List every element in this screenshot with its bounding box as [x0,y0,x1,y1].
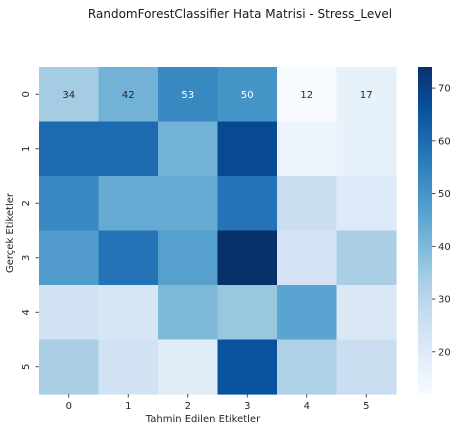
heatmap-cell [336,339,397,395]
chart-title: RandomForestClassifier Hata Matrisi - St… [88,7,392,21]
heatmap-cell [217,121,278,177]
heatmap-cell [217,176,278,232]
cell-value-label: 17 [360,90,373,101]
x-axis-label: Tahmin Edilen Etiketler [145,414,261,425]
heatmap-cell [277,230,338,286]
heatmap-cell [336,67,397,123]
heatmap-cell [39,230,100,286]
y-axis-ticks: 0 1 2 3 4 5 [21,91,39,370]
heatmap-cell [98,67,159,123]
x-tick-label: 1 [125,401,131,412]
heatmap-cell [217,285,278,341]
heatmap-cell [39,176,100,232]
x-axis-ticks: 0 1 2 3 4 5 [66,394,369,412]
heatmap-cell [217,67,278,123]
colorbar-tick-label: 60 [438,136,451,147]
y-tick-label: 5 [21,364,32,370]
colorbar-tick-label: 30 [438,295,451,306]
y-tick-label: 3 [21,255,32,261]
heatmap-cell [98,285,159,341]
colorbar-tick-label: 20 [438,347,451,358]
heatmap-cells: 34 42 53 50 12 17 [39,67,397,395]
y-tick-label: 1 [21,146,32,152]
heatmap-cell [277,285,338,341]
colorbar-tick-label: 50 [438,189,451,200]
y-tick-label: 0 [21,91,32,97]
heatmap-cell [98,230,159,286]
heatmap-cell [158,339,219,395]
heatmap-cell [158,121,219,177]
heatmap-cell [336,285,397,341]
heatmap-cell [39,121,100,177]
heatmap-cell [39,339,100,395]
cell-value-label: 12 [300,90,313,101]
colorbar-ticks: 20 30 40 50 60 70 [432,84,451,358]
heatmap-cell [277,339,338,395]
x-tick-label: 5 [363,401,369,412]
x-tick-label: 3 [244,401,250,412]
x-tick-label: 0 [66,401,72,412]
heatmap-cell [98,339,159,395]
colorbar [418,67,432,394]
colorbar-tick-label: 70 [438,84,451,95]
y-tick-label: 4 [21,309,32,315]
x-tick-label: 4 [304,401,310,412]
x-tick-label: 2 [185,401,191,412]
y-tick-label: 2 [21,200,32,206]
heatmap-cell [158,176,219,232]
heatmap-cell [336,121,397,177]
heatmap-cell [39,285,100,341]
heatmap-cell [39,67,100,123]
y-axis-label: Gerçek Etiketler [5,192,16,273]
heatmap-cell [336,176,397,232]
cell-value-label: 53 [181,90,194,101]
heatmap-cell [217,230,278,286]
heatmap-cell [98,176,159,232]
cell-value-label: 42 [122,90,135,101]
heatmap-cell [277,121,338,177]
heatmap-cell [158,67,219,123]
heatmap-cell [158,285,219,341]
cell-value-label: 34 [62,90,75,101]
cell-value-label: 50 [241,90,254,101]
heatmap-cell [336,230,397,286]
heatmap-cell [98,121,159,177]
heatmap-cell [277,176,338,232]
colorbar-tick-label: 40 [438,242,451,253]
heatmap-cell [217,339,278,395]
heatmap-cell [277,67,338,123]
heatmap-cell [158,230,219,286]
